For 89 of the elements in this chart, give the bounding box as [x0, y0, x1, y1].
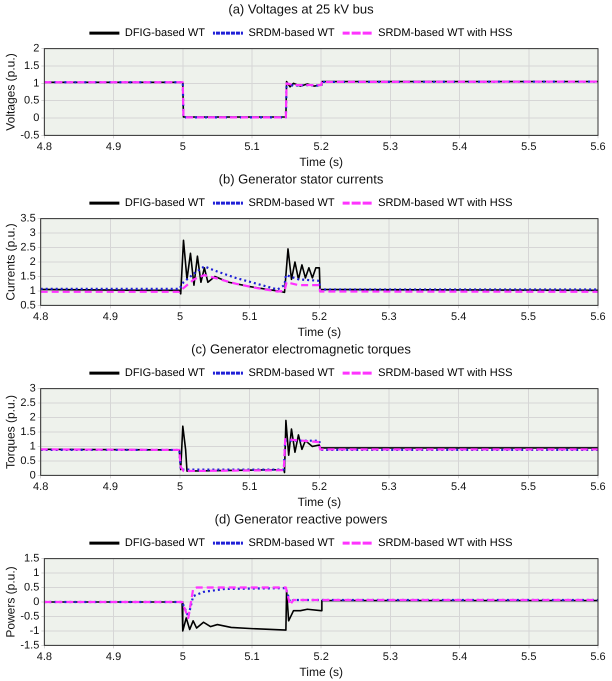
legend-label: SRDM-based WT with HSS — [378, 27, 512, 40]
y-tick-label: 0.5 — [20, 454, 36, 467]
y-tick-label: 0 — [33, 596, 40, 608]
legend-label: SRDM-based WT — [248, 537, 335, 550]
x-tick-label: 5.6 — [590, 311, 606, 324]
y-tick-label: 1.5 — [20, 426, 36, 438]
y-tick-label: 1.5 — [24, 60, 40, 72]
x-tick-label: 5.2 — [312, 481, 327, 494]
y-tick-label: 3 — [30, 382, 36, 395]
legend-label: SRDM-based WT with HSS — [378, 537, 512, 550]
x-tick-label: 5.1 — [244, 651, 260, 664]
x-tick-label: 4.8 — [33, 311, 48, 324]
x-tick-label: 4.9 — [106, 141, 122, 154]
x-tick-label: 5.3 — [381, 481, 397, 494]
x-tick-label: 4.9 — [106, 651, 122, 664]
x-tick-label: 5.1 — [242, 481, 258, 494]
x-tick-label: 4.8 — [33, 481, 48, 494]
y-tick-label: 3 — [30, 227, 36, 240]
x-tick-label: 5.4 — [451, 311, 466, 324]
y-tick-label: 0.5 — [20, 299, 36, 312]
legend-label: DFIG-based WT — [124, 537, 206, 550]
x-tick-label: 5.6 — [590, 481, 606, 494]
chart-title: (b) Generator stator currents — [218, 171, 384, 186]
y-tick-label: 0.5 — [24, 582, 40, 594]
y-tick-label: 1 — [33, 77, 40, 90]
x-tick-label: 5.2 — [314, 141, 329, 154]
legend-label: SRDM-based WT with HSS — [378, 197, 512, 210]
x-tick-label: 5.5 — [521, 651, 536, 664]
y-tick-label: 0 — [30, 469, 36, 482]
x-tick-label: 5 — [176, 481, 184, 494]
y-axis-title: Torques (p.u.) — [4, 394, 18, 470]
y-tick-label: 0.5 — [24, 94, 40, 107]
x-tick-label: 5.3 — [382, 651, 398, 664]
x-tick-label: 5.1 — [244, 141, 260, 154]
legend-label: DFIG-based WT — [124, 197, 206, 210]
y-tick-label: 2.5 — [20, 397, 36, 410]
x-tick-label: 5.5 — [520, 481, 536, 494]
y-tick-label: 1 — [30, 440, 36, 452]
y-tick-label: 1 — [33, 567, 40, 580]
x-tick-label: 5.5 — [520, 311, 536, 324]
x-axis-title: Time (s) — [299, 155, 343, 170]
y-tick-label: 2 — [30, 412, 36, 424]
y-tick-label: -1.5 — [20, 639, 40, 652]
x-tick-label: 5.2 — [314, 651, 329, 664]
line-series — [40, 265, 598, 291]
x-tick-label: 4.8 — [36, 141, 52, 154]
y-tick-label: 3.5 — [20, 212, 36, 225]
y-tick-label: 2.5 — [20, 242, 36, 254]
legend-label: SRDM-based WT — [248, 367, 335, 380]
chart-title: (a) Voltages at 25 kV bus — [228, 1, 374, 16]
x-tick-label: 5.3 — [381, 311, 397, 324]
y-axis-title: Powers (p.u.) — [4, 566, 18, 638]
y-tick-label: 1.5 — [20, 270, 36, 282]
x-tick-label: 5 — [180, 651, 186, 664]
x-tick-label: 5.4 — [452, 141, 468, 154]
x-axis-title: Time (s) — [298, 495, 342, 510]
y-tick-label: -0.5 — [20, 129, 40, 142]
x-tick-label: 4.8 — [36, 651, 52, 664]
y-tick-label: 1 — [30, 284, 36, 297]
y-tick-label: 1.5 — [24, 552, 40, 565]
x-tick-label: 5.2 — [312, 311, 327, 324]
legend-label: SRDM-based WT — [248, 197, 335, 210]
y-tick-label: 2 — [30, 256, 36, 268]
x-tick-label: 4.9 — [102, 481, 118, 494]
y-tick-label: -1 — [30, 624, 40, 637]
chart-title: (d) Generator reactive powers — [214, 511, 388, 526]
legend-label: DFIG-based WT — [124, 27, 206, 40]
y-tick-label: 2 — [33, 42, 40, 55]
x-tick-label: 5 — [176, 311, 184, 324]
y-axis-title: Currents (p.u.) — [4, 223, 18, 301]
x-tick-label: 5.5 — [521, 141, 536, 154]
y-tick-label: 0 — [33, 112, 40, 124]
legend-label: SRDM-based WT — [248, 27, 335, 40]
legend-label: DFIG-based WT — [124, 367, 206, 380]
x-tick-label: 5 — [180, 141, 186, 154]
x-tick-label: 5.6 — [590, 651, 606, 664]
x-tick-label: 4.9 — [102, 311, 118, 324]
x-axis-title: Time (s) — [299, 665, 343, 680]
y-tick-label: -0.5 — [20, 610, 40, 622]
chart-title: (c) Generator electromagnetic torques — [191, 341, 412, 356]
legend-label: SRDM-based WT with HSS — [378, 367, 512, 380]
x-tick-label: 5.4 — [452, 651, 468, 664]
line-series — [40, 274, 598, 293]
y-axis-title: Voltages (p.u.) — [4, 53, 18, 131]
x-axis-title: Time (s) — [298, 325, 342, 340]
x-tick-label: 5.4 — [451, 481, 466, 494]
x-tick-label: 5.1 — [242, 311, 258, 324]
x-tick-label: 5.6 — [590, 141, 606, 154]
x-tick-label: 5.3 — [382, 141, 398, 154]
